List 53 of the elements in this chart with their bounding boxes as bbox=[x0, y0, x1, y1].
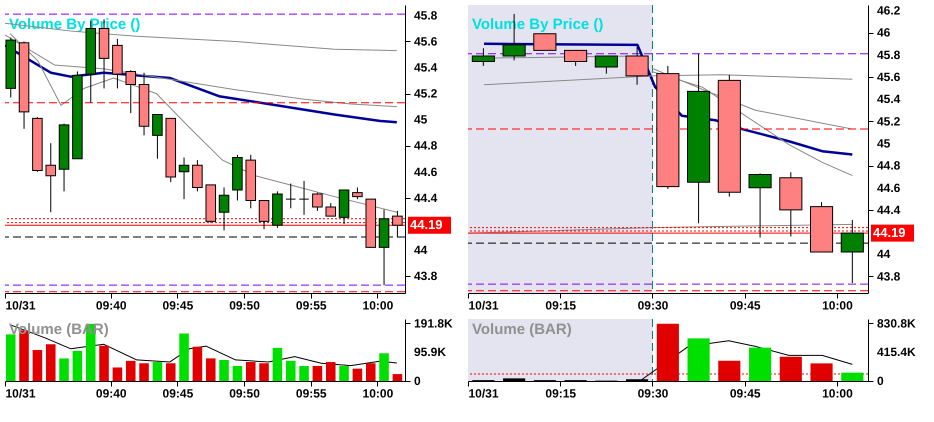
y-tick-label: 44.6 bbox=[414, 164, 438, 179]
y-tick-label: 44.4 bbox=[414, 190, 438, 205]
x-tick-label: 10:00 bbox=[822, 298, 854, 312]
ref-line-label: 44.19 bbox=[410, 217, 443, 232]
x-tick-label: 10:00 bbox=[822, 386, 854, 400]
x-tick-label: 09:45 bbox=[162, 298, 194, 312]
y-tick-label: 43.8 bbox=[877, 269, 901, 284]
y-tick-label: 45.8 bbox=[877, 48, 901, 62]
y-tick-label: 45.2 bbox=[877, 114, 901, 128]
x-tick-label: 09:40 bbox=[96, 386, 127, 400]
x-tick-label: 10/31 bbox=[6, 386, 36, 400]
y-tick-label: 44 bbox=[414, 242, 428, 257]
y-tick-label: 46.2 bbox=[877, 4, 901, 18]
y-tick-label: 0 bbox=[877, 374, 884, 388]
x-tick-label: 09:15 bbox=[545, 298, 576, 312]
x-tick-label: 09:45 bbox=[162, 386, 194, 400]
y-tick-label: 45.8 bbox=[414, 8, 438, 22]
y-tick-label: 0 bbox=[414, 374, 421, 388]
y-tick-label: 44.6 bbox=[877, 180, 901, 195]
y-tick-label: 191.8K bbox=[414, 316, 454, 330]
y-tick-label: 830.8K bbox=[877, 316, 916, 330]
x-tick-label: 09:30 bbox=[638, 298, 669, 312]
y-tick-label: 45.4 bbox=[414, 60, 438, 75]
x-tick-label: 09:50 bbox=[229, 298, 260, 312]
x-tick-label: 09:40 bbox=[96, 298, 127, 312]
y-tick-label: 43.8 bbox=[414, 269, 438, 284]
y-tick-label: 44.8 bbox=[877, 158, 901, 173]
x-tick-label: 10:00 bbox=[362, 298, 394, 312]
x-tick-label: 09:30 bbox=[638, 386, 669, 400]
y-tick-label: 44.8 bbox=[414, 138, 438, 153]
y-tick-label: 45.2 bbox=[414, 86, 438, 101]
y-tick-label: 415.4K bbox=[877, 345, 916, 360]
y-tick-label: 45.6 bbox=[877, 70, 901, 84]
y-tick-label: 44 bbox=[877, 247, 891, 262]
y-tick-label: 45 bbox=[877, 136, 891, 150]
y-tick-label: 46 bbox=[877, 26, 891, 40]
x-tick-label: 10/31 bbox=[468, 386, 499, 400]
x-tick-label: 09:50 bbox=[229, 386, 260, 400]
y-tick-label: 45.6 bbox=[414, 34, 438, 48]
x-tick-label: 09:55 bbox=[296, 386, 327, 400]
x-tick-label: 09:15 bbox=[545, 386, 576, 400]
y-tick-label: 44.4 bbox=[877, 202, 901, 217]
x-tick-label: 09:45 bbox=[730, 298, 761, 312]
x-tick-label: 10/31 bbox=[6, 298, 36, 312]
x-tick-label: 10:00 bbox=[362, 386, 394, 400]
x-tick-label: 10/31 bbox=[468, 298, 499, 312]
y-tick-label: 45 bbox=[414, 112, 428, 127]
annotation: Volume (BAR) bbox=[472, 321, 572, 338]
y-tick-label: 45.4 bbox=[877, 92, 901, 106]
y-tick-label: 95.9K bbox=[414, 345, 446, 360]
x-tick-label: 09:55 bbox=[296, 298, 327, 312]
ref-line-label: 44.19 bbox=[873, 225, 906, 240]
x-tick-label: 09:45 bbox=[730, 386, 761, 400]
